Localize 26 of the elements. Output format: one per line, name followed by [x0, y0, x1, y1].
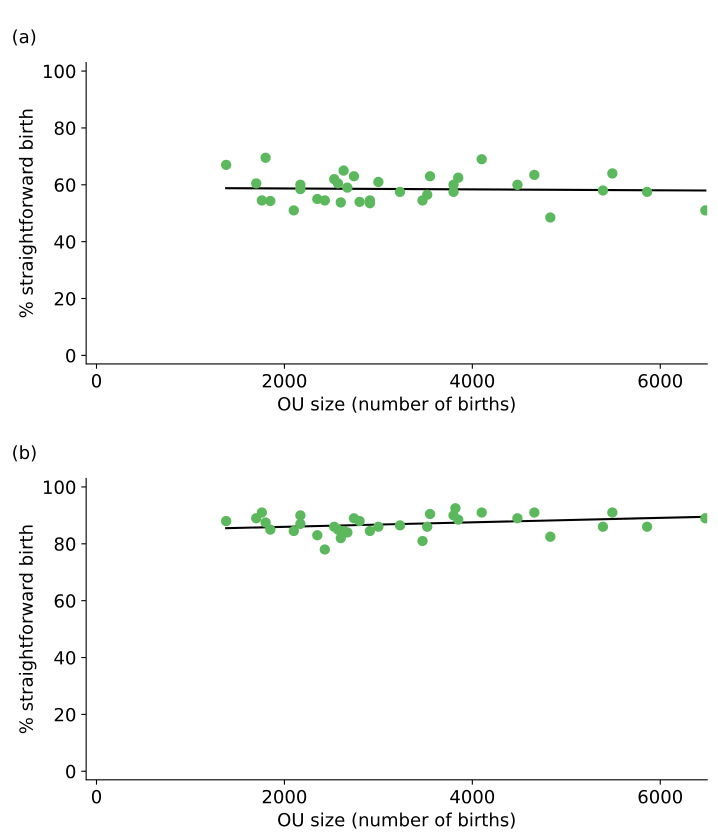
chart-title: (a)	[13, 29, 36, 46]
x-tick-label: 2000	[262, 790, 306, 804]
y-tick-label: 80	[54, 537, 76, 551]
x-tick-label: 4000	[450, 374, 494, 388]
y-tick-label: 0	[66, 348, 76, 362]
x-axis-title: OU size (number of births)	[278, 812, 515, 829]
y-axis-title: % straightforward birth	[18, 110, 36, 318]
y-tick-label: 40	[54, 235, 76, 249]
y-tick-label: 20	[54, 292, 76, 306]
x-axis-title: OU size (number of births)	[278, 396, 515, 413]
y-tick-label: 80	[54, 121, 76, 136]
x-tick-label: 6000	[638, 790, 682, 804]
y-tick-label: 100	[44, 64, 76, 78]
y-tick-label: 100	[44, 480, 76, 494]
y-tick-label: 0	[66, 764, 76, 778]
y-tick-label: 60	[54, 178, 76, 192]
x-tick-label: 6000	[638, 374, 682, 388]
y-axis-title: % straightforward birth	[18, 526, 36, 734]
y-tick-label: 20	[54, 708, 76, 722]
x-tick-label: 0	[92, 790, 102, 804]
y-tick-label: 40	[54, 651, 76, 665]
chart-title: (b)	[13, 445, 36, 462]
y-tick-label: 60	[54, 594, 76, 608]
x-tick-label: 2000	[262, 374, 306, 388]
x-tick-label: 4000	[450, 790, 494, 804]
x-tick-label: 0	[92, 374, 102, 388]
